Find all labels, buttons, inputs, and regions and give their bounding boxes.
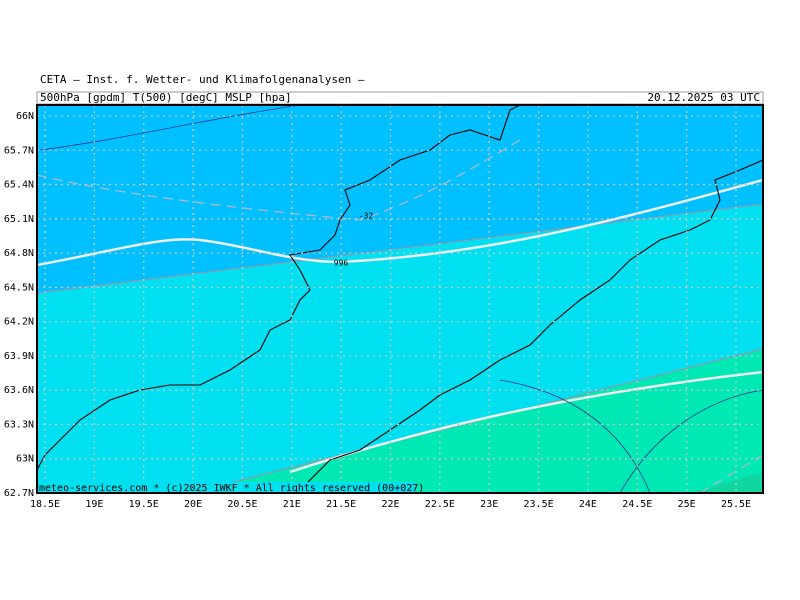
band-top (37, 105, 763, 293)
lon-label: 22.5E (425, 499, 455, 510)
lon-label: 21E (283, 499, 301, 510)
lat-label: 62.7N (4, 488, 34, 499)
coastline-west (37, 105, 521, 471)
lat-label: 63N (16, 454, 34, 465)
datetime: 20.12.2025 03 UTC (647, 91, 760, 104)
isotherm (699, 454, 763, 493)
title: CETA — Inst. f. Wetter- und Klimafolgena… (40, 73, 365, 86)
lat-label: 65.4N (4, 180, 34, 191)
lon-label: 22E (381, 499, 399, 510)
lon-label: 18.5E (30, 499, 60, 510)
grid (37, 105, 763, 493)
lon-label: 25E (678, 499, 696, 510)
lat-label: 66N (16, 111, 34, 122)
lon-label: 24E (579, 499, 597, 510)
footer: meteo-services.com * (c)2025 IWKF * All … (39, 483, 424, 494)
lon-label: 19E (85, 499, 103, 510)
lon-label: 20E (184, 499, 202, 510)
footer-box (37, 482, 415, 493)
lat-label: 64.8N (4, 248, 34, 259)
band-edge (37, 203, 763, 294)
contour-label: -32 (359, 212, 374, 221)
map-area: meteo-services.com * (c)2025 IWKF * All … (37, 105, 763, 494)
coastline-east (299, 159, 763, 491)
contour-label: 996 (334, 259, 349, 268)
lat-label: 65.7N (4, 145, 34, 156)
lon-label: 23E (480, 499, 498, 510)
isotherm (37, 139, 521, 221)
lon-label: 21.5E (326, 499, 356, 510)
lon-label: 20.5E (227, 499, 257, 510)
lat-label: 63.9N (4, 351, 34, 362)
isobar (37, 178, 763, 267)
lat-label: 63.6N (4, 385, 34, 396)
lon-label: 24.5E (622, 499, 652, 510)
fields: 500hPa [gpdm] T(500) [degC] MSLP [hpa] (40, 91, 292, 104)
border (39, 105, 763, 493)
lat-label: 64.5N (4, 282, 34, 293)
lon-label: 25.5E (721, 499, 751, 510)
lon-label: 23.5E (524, 499, 554, 510)
lon-label: 19.5E (129, 499, 159, 510)
lat-label: 64.2N (4, 317, 34, 328)
frame (36, 104, 764, 494)
lat-label: 65.1N (4, 214, 34, 225)
lat-label: 63.3N (4, 419, 34, 430)
